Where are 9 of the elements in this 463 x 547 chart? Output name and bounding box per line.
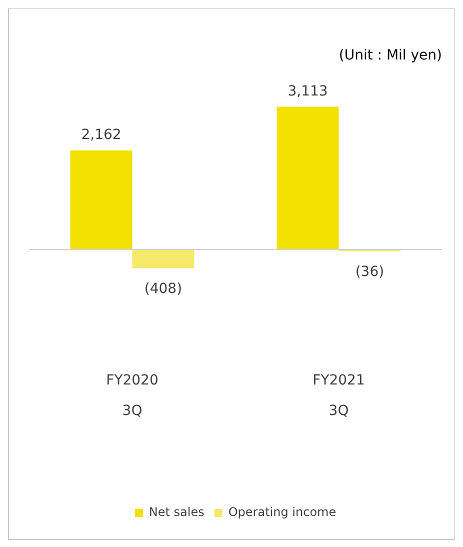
x-tick-label: FY2020 3Q (106, 372, 158, 420)
data-label: (36) (355, 264, 384, 280)
text: (Unit : Mil yen) (338, 48, 442, 64)
x-tick-label: FY2021 3Q (312, 372, 365, 420)
data-label: 3,113 (288, 83, 328, 100)
data-label: 2,162 (81, 127, 122, 144)
legend-label: Net sales (148, 505, 204, 520)
legend-label: Operating income (228, 505, 336, 520)
data-label: (408) (144, 280, 182, 297)
